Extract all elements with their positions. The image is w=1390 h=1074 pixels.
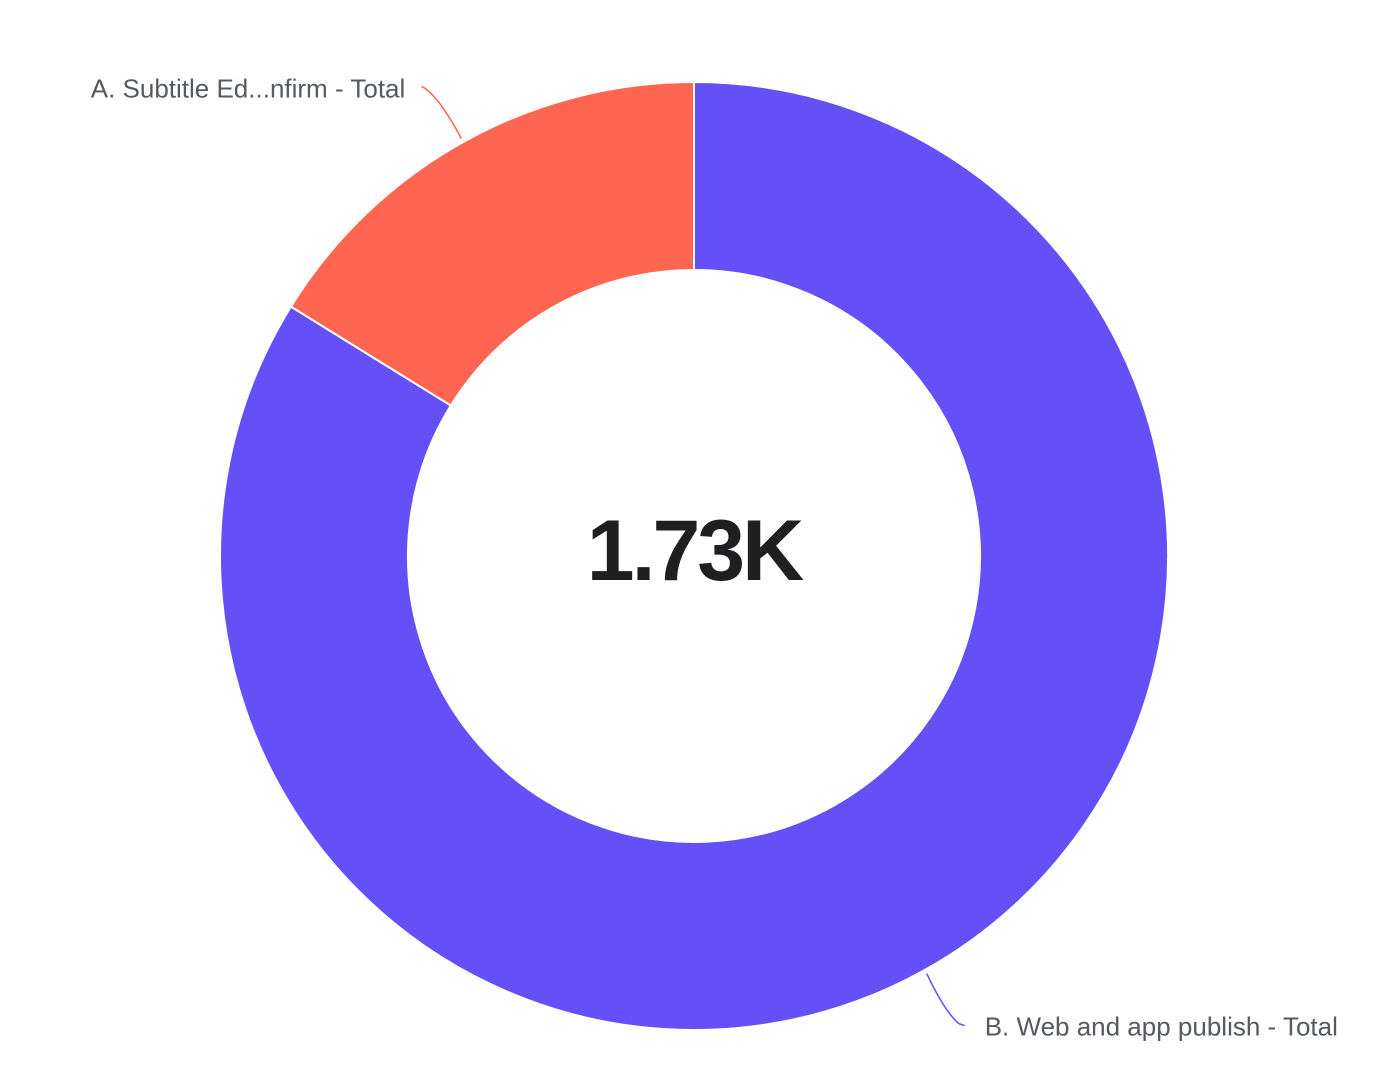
donut-slice-b[interactable] xyxy=(219,80,1169,1031)
center-total-label: 1.73K xyxy=(587,503,804,599)
donut-slice-a[interactable] xyxy=(289,80,695,407)
slices-layer xyxy=(219,80,1169,1031)
leader-line-b xyxy=(926,973,965,1027)
leader-lines-layer xyxy=(420,85,965,1027)
leader-line-a xyxy=(420,85,462,139)
slice-labels-layer: A. Subtitle Ed...nfirm - Total B. Web and… xyxy=(91,73,1338,1041)
slice-label-b: B. Web and app publish - Total xyxy=(985,1012,1338,1042)
slice-label-a: A. Subtitle Ed...nfirm - Total xyxy=(91,73,406,103)
